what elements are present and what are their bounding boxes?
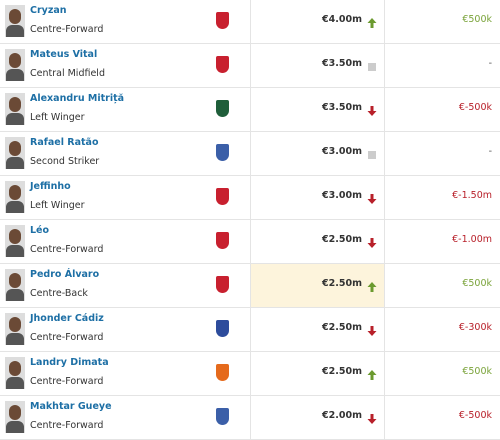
player-row: Mateus Vital Central Midfield €3.50m - [0,44,500,88]
market-value-cell: €3.00m [250,132,385,175]
value-change: - [488,146,492,157]
player-position: Centre-Forward [30,376,104,387]
player-row: Alexandru Mitriță Left Winger €3.50m €-500k [0,88,500,132]
player-position: Centre-Forward [30,24,104,35]
market-value: €3.50m [322,58,362,69]
value-change: €-1.50m [452,190,492,201]
player-photo [5,93,25,125]
market-value-cell: €2.50m [250,220,385,263]
value-change: €500k [462,14,492,25]
player-position: Left Winger [30,200,85,211]
player-position: Left Winger [30,112,85,123]
market-value: €2.50m [322,366,362,377]
market-value: €2.50m [322,322,362,333]
player-name[interactable]: Cryzan [30,5,67,16]
trend-icon [367,190,377,204]
market-value-cell: €2.50m [250,308,385,351]
player-position: Centre-Forward [30,332,104,343]
market-value: €2.00m [322,410,362,421]
player-position: Centre-Back [30,288,88,299]
trend-icon [367,278,377,292]
club-crest[interactable] [216,56,229,73]
player-position: Central Midfield [30,68,105,79]
player-row: Léo Centre-Forward €2.50m €-1.00m [0,220,500,264]
trend-icon [367,366,377,380]
player-name[interactable]: Pedro Álvaro [30,269,100,280]
player-position: Centre-Forward [30,420,104,431]
value-change: €500k [462,366,492,377]
player-photo [5,357,25,389]
trend-icon [367,102,377,116]
market-value: €4.00m [322,14,362,25]
player-photo [5,225,25,257]
trend-icon [367,234,377,248]
club-crest[interactable] [216,320,229,337]
market-value: €2.50m [322,234,362,245]
player-photo [5,5,25,37]
player-name[interactable]: Mateus Vital [30,49,98,60]
player-row: Rafael Ratão Second Striker €3.00m - [0,132,500,176]
player-name[interactable]: Jhonder Cádiz [30,313,104,324]
player-row: Cryzan Centre-Forward €4.00m €500k [0,0,500,44]
player-photo [5,401,25,433]
player-row: Makhtar Gueye Centre-Forward €2.00m €-500k [0,396,500,440]
player-name[interactable]: Alexandru Mitriță [30,93,125,104]
player-row: Jeffinho Left Winger €3.00m €-1.50m [0,176,500,220]
market-value-cell: €3.00m [250,176,385,219]
market-value-cell: €2.50m [250,352,385,395]
player-name[interactable]: Landry Dimata [30,357,109,368]
trend-icon [367,146,377,159]
market-value-cell: €4.00m [250,0,385,43]
club-crest[interactable] [216,408,229,425]
value-change: €500k [462,278,492,289]
club-crest[interactable] [216,188,229,205]
trend-icon [367,410,377,424]
market-value: €2.50m [322,278,362,289]
club-crest[interactable] [216,364,229,381]
player-photo [5,269,25,301]
market-value-cell: €3.50m [250,88,385,131]
value-change: €-500k [458,102,492,113]
player-row: Landry Dimata Centre-Forward €2.50m €500k [0,352,500,396]
player-name[interactable]: Rafael Ratão [30,137,99,148]
player-photo [5,313,25,345]
value-change: €-500k [458,410,492,421]
market-value: €3.00m [322,146,362,157]
player-row: Jhonder Cádiz Centre-Forward €2.50m €-300k [0,308,500,352]
club-crest[interactable] [216,12,229,29]
player-position: Second Striker [30,156,100,167]
player-photo [5,181,25,213]
market-value: €3.00m [322,190,362,201]
market-value-cell: €2.00m [250,396,385,439]
trend-icon [367,14,377,28]
club-crest[interactable] [216,100,229,117]
player-name[interactable]: Jeffinho [30,181,71,192]
player-photo [5,137,25,169]
value-change: €-300k [458,322,492,333]
player-row: Pedro Álvaro Centre-Back €2.50m €500k [0,264,500,308]
market-value-cell: €3.50m [250,44,385,87]
value-change: - [488,58,492,69]
value-change: €-1.00m [452,234,492,245]
player-name[interactable]: Makhtar Gueye [30,401,112,412]
player-photo [5,49,25,81]
club-crest[interactable] [216,144,229,161]
trend-icon [367,58,377,71]
trend-icon [367,322,377,336]
market-value: €3.50m [322,102,362,113]
player-position: Centre-Forward [30,244,104,255]
club-crest[interactable] [216,232,229,249]
club-crest[interactable] [216,276,229,293]
player-name[interactable]: Léo [30,225,50,236]
market-value-cell: €2.50m [250,264,385,307]
